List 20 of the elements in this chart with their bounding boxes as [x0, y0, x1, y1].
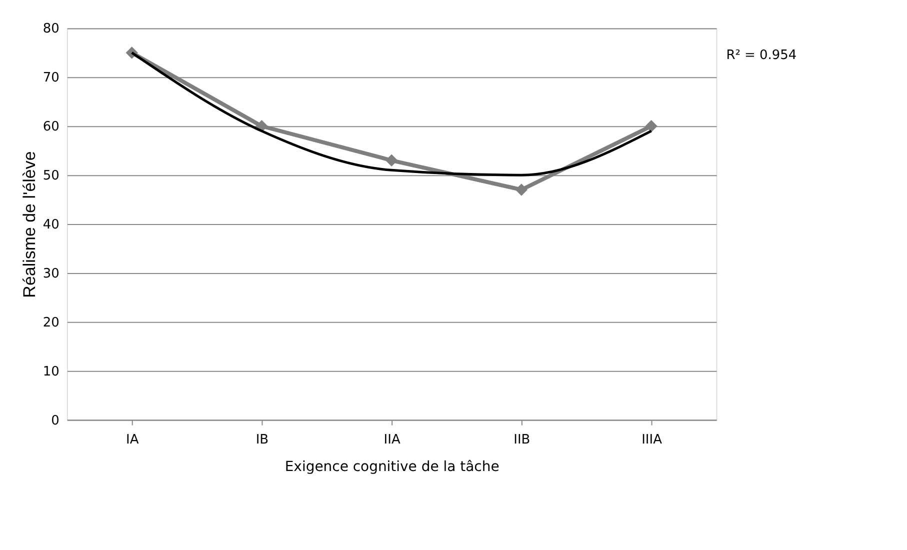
y-tick-label: 50	[42, 168, 60, 184]
y-tick-label: 70	[42, 70, 60, 86]
x-tick-label: IIIA	[642, 432, 662, 448]
text: R² = 0.954	[726, 48, 797, 64]
y-axis-title: Réalisme de l'élève	[20, 151, 39, 298]
x-axis-title: Exigence cognitive de la tâche	[284, 459, 500, 476]
y-tick-label: 20	[42, 315, 60, 330]
x-tick-label: IIA	[384, 432, 400, 448]
y-tick-label: 0	[51, 413, 60, 428]
point	[515, 184, 528, 196]
y-tick-label: 10	[42, 364, 60, 380]
x-tick-label: IIB	[514, 432, 530, 448]
y-tick-label: 60	[42, 120, 60, 135]
point	[385, 154, 398, 167]
y-tick-label: 30	[42, 266, 60, 282]
x-tick-label: IB	[256, 432, 269, 448]
y-tick-label: 40	[42, 218, 60, 233]
y-tick-label: 80	[42, 22, 60, 37]
x-tick-label: IA	[126, 432, 139, 448]
point	[645, 120, 658, 132]
